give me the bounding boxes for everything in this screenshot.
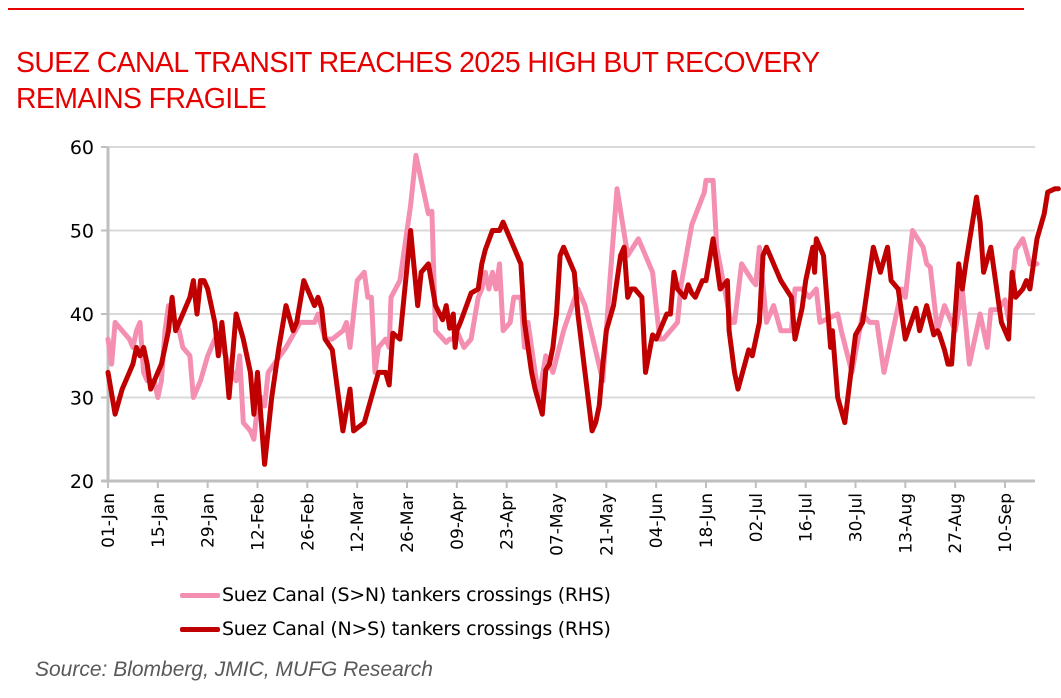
y-tick-label: 20 xyxy=(70,471,94,493)
x-tick-label: 18-Jun xyxy=(697,493,717,548)
axes xyxy=(101,146,1035,488)
x-axis-ticks: 01-Jan 15-Jan 29-Jan 12-Feb 26-Feb 12-Mar 26-M… xyxy=(99,493,1016,556)
chart-title-line-2: REMAINS FRAGILE xyxy=(16,83,267,115)
legend: Suez Canal (S>N) tankers crossings (RHS)… xyxy=(180,578,611,646)
chart-title-line-1: SUEZ CANAL TRANSIT REACHES 2025 HIGH BUT… xyxy=(16,47,820,79)
source-note: Source: Blomberg, JMIC, MUFG Research xyxy=(35,658,433,681)
y-axis-ticks: 20 30 40 50 60 xyxy=(70,137,94,493)
legend-item-s-to-n: Suez Canal (S>N) tankers crossings (RHS) xyxy=(180,578,611,612)
series-lines xyxy=(105,152,1061,467)
x-tick-label: 30-Jul xyxy=(847,493,867,542)
x-tick-label: 29-Jan xyxy=(199,493,219,548)
x-tick-label: 12-Mar xyxy=(348,493,368,553)
y-tick-label: 40 xyxy=(70,304,94,326)
y-tick-label: 60 xyxy=(70,137,94,159)
x-tick-label: 04-Jun xyxy=(647,493,667,548)
y-tick-label: 30 xyxy=(70,388,94,410)
x-tick-label: 26-Feb xyxy=(298,493,318,551)
x-tick-label: 02-Jul xyxy=(747,493,767,542)
x-tick-label: 10-Sep xyxy=(996,493,1016,553)
x-tick-label: 27-Aug xyxy=(946,493,966,554)
x-tick-label: 26-Mar xyxy=(398,493,418,553)
legend-label-n-to-s: Suez Canal (N>S) tankers crossings (RHS) xyxy=(222,618,611,640)
top-rule xyxy=(8,8,1024,10)
x-tick-label: 16-Jul xyxy=(797,493,817,542)
x-tick-label: 07-May xyxy=(548,493,568,556)
legend-swatch-s-to-n xyxy=(180,592,220,598)
x-tick-label: 09-Apr xyxy=(448,493,468,550)
chart-title: SUEZ CANAL TRANSIT REACHES 2025 HIGH BUT… xyxy=(16,45,996,117)
x-tick-label: 01-Jan xyxy=(99,493,119,548)
x-tick-label: 23-Apr xyxy=(498,493,518,550)
y-tick-label: 50 xyxy=(70,221,94,243)
x-tick-label: 15-Jan xyxy=(149,493,169,548)
series-line-n-to-s xyxy=(105,186,1061,467)
legend-label-s-to-n: Suez Canal (S>N) tankers crossings (RHS) xyxy=(222,584,611,606)
legend-swatch-n-to-s xyxy=(180,626,220,632)
x-tick-label: 13-Aug xyxy=(896,493,916,554)
legend-item-n-to-s: Suez Canal (N>S) tankers crossings (RHS) xyxy=(180,612,611,646)
x-tick-label: 21-May xyxy=(597,493,617,556)
x-tick-label: 12-Feb xyxy=(249,493,269,551)
